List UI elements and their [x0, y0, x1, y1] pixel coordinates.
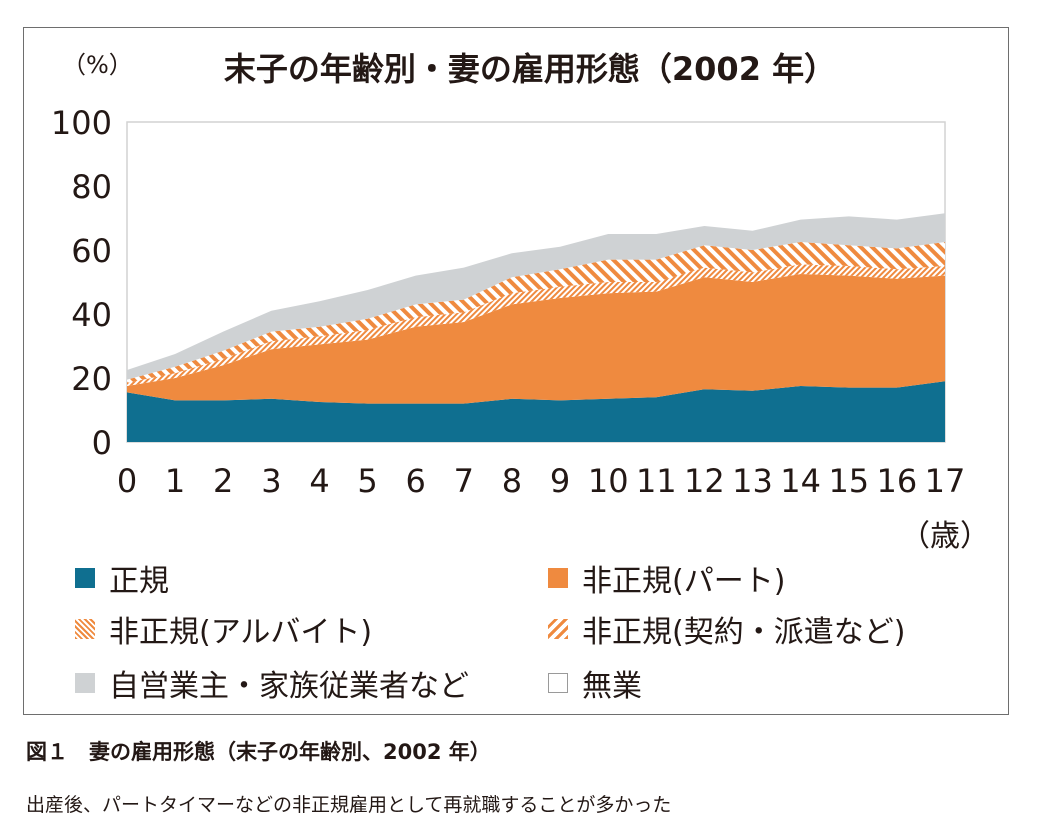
area-series-contract [127, 242, 945, 383]
figure-frame [23, 27, 1009, 715]
legend-item-regular: 正規 [75, 556, 169, 600]
area-series-group [127, 213, 945, 442]
x-tick-label: 2 [213, 462, 233, 500]
x-tick-label: 1 [165, 462, 185, 500]
legend-swatch-contract [548, 619, 568, 639]
y-tick-label: 40 [71, 296, 112, 334]
legend-label-part: 非正規(パート) [582, 564, 786, 599]
x-tick-label: 8 [502, 462, 522, 500]
chart-title: 末子の年齢別・妻の雇用形態（2002 年） [224, 50, 836, 88]
legend-label-self: 自営業主・家族従業者など [109, 669, 469, 704]
x-tick-label: 3 [261, 462, 281, 500]
legend-label-none: 無業 [582, 669, 642, 704]
legend-swatch-arbeit [75, 619, 95, 639]
x-tick-label: 14 [780, 462, 821, 500]
x-tick-label: 13 [732, 462, 773, 500]
y-tick-label: 20 [71, 360, 112, 398]
y-unit-label: （%） [62, 51, 133, 79]
legend-item-arbeit: 非正規(アルバイト) [75, 607, 372, 651]
x-tick-label: 17 [925, 462, 966, 500]
legend-swatch-self [75, 673, 95, 693]
x-unit-label: （歳） [900, 519, 990, 554]
x-tick-label: 0 [117, 462, 137, 500]
x-tick-label: 10 [588, 462, 629, 500]
x-tick-label: 6 [406, 462, 426, 500]
x-tick-label: 16 [877, 462, 918, 500]
legend-item-self: 自営業主・家族従業者など [75, 661, 469, 705]
x-tick-label: 15 [828, 462, 869, 500]
legend-label-arbeit: 非正規(アルバイト) [109, 615, 373, 650]
figure-caption-text: 出産後、パートタイマーなどの非正規雇用として再就職することが多かった [26, 794, 672, 816]
x-tick-label: 11 [636, 462, 677, 500]
x-tick-label: 7 [454, 462, 474, 500]
y-tick-label: 60 [71, 232, 112, 270]
legend-swatch-regular [75, 568, 95, 588]
area-series-regular [127, 381, 945, 442]
y-tick-label: 100 [51, 104, 112, 142]
legend-item-contract: 非正規(契約・派遣など) [548, 607, 905, 651]
figure-caption-title: 図１ 妻の雇用形態（末子の年齢別、2002 年） [26, 740, 491, 764]
legend-label-regular: 正規 [109, 564, 169, 599]
legend-label-contract: 非正規(契約・派遣など) [582, 615, 906, 650]
y-tick-group: 0 20 40 60 80 100 [51, 104, 112, 462]
y-tick-label: 80 [71, 168, 112, 206]
x-tick-group: 0 1 2 3 4 5 6 7 8 9 10 11 12 13 14 15 16 17 [117, 462, 966, 500]
x-tick-label: 12 [684, 462, 725, 500]
x-tick-label: 4 [309, 462, 329, 500]
x-tick-label: 5 [357, 462, 377, 500]
legend-item-part: 非正規(パート) [548, 556, 785, 600]
x-tick-label: 9 [550, 462, 570, 500]
y-tick-label: 0 [92, 424, 112, 462]
area-series-part [127, 274, 945, 404]
legend-swatch-none [548, 673, 568, 693]
area-series-self [127, 213, 945, 380]
legend-swatch-part [548, 568, 568, 588]
legend-item-none: 無業 [548, 661, 642, 705]
